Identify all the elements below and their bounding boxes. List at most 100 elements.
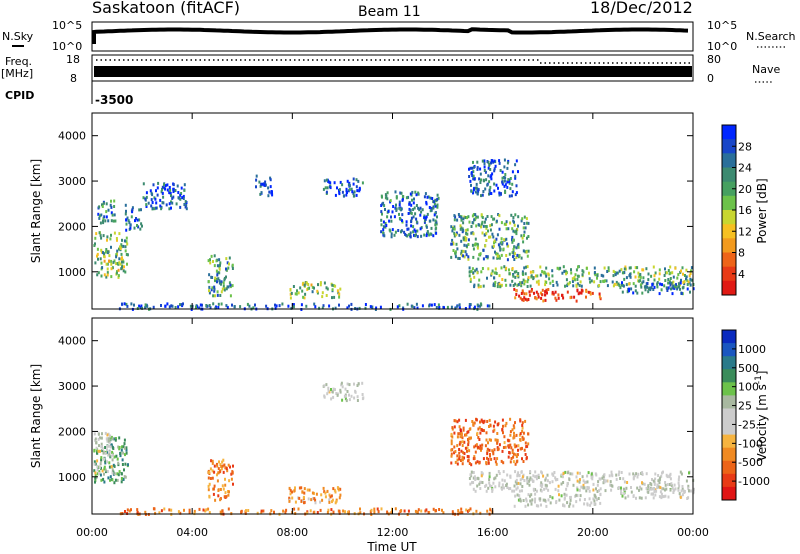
range-gate-cell	[634, 284, 637, 288]
range-gate-cell	[485, 178, 488, 182]
nave-label: Nave	[752, 63, 780, 76]
range-gate-cell	[640, 496, 643, 500]
range-gate-cell	[661, 471, 663, 475]
range-gate-cell	[245, 509, 247, 513]
range-gate-cell	[102, 477, 105, 481]
range-gate-cell	[599, 280, 602, 284]
range-gate-cell	[390, 511, 393, 515]
range-gate-cell	[481, 231, 484, 235]
range-gate-cell	[467, 440, 470, 444]
range-gate-cell	[96, 451, 99, 455]
range-gate-cell	[521, 236, 524, 240]
range-gate-cell	[530, 274, 533, 278]
range-gate-cell	[179, 193, 182, 197]
range-gate-cell	[361, 397, 364, 401]
range-gate-cell	[660, 492, 663, 496]
range-gate-cell	[561, 271, 564, 275]
range-gate-cell	[318, 306, 321, 310]
range-gate-cell	[105, 248, 108, 251]
range-gate-cell	[503, 222, 506, 226]
range-gate-cell	[616, 283, 619, 287]
range-gate-cell	[513, 431, 515, 435]
range-gate-cell	[108, 444, 111, 448]
range-gate-cell	[528, 290, 531, 294]
range-gate-cell	[628, 289, 630, 293]
range-gate-cell	[453, 445, 456, 449]
range-gate-cell	[297, 291, 300, 295]
range-gate-cell	[435, 231, 438, 235]
range-gate-cell	[530, 493, 533, 497]
range-gate-cell	[573, 276, 576, 279]
range-gate-cell	[209, 477, 212, 480]
range-gate-cell	[641, 281, 644, 285]
range-gate-cell	[97, 437, 100, 441]
range-gate-cell	[409, 208, 412, 212]
range-gate-cell	[598, 477, 601, 481]
range-gate-cell	[116, 478, 119, 482]
range-gate-cell	[260, 509, 263, 513]
range-gate-cell	[466, 232, 469, 236]
range-gate-cell	[334, 501, 337, 505]
range-gate-cell	[541, 288, 544, 292]
range-gate-cell	[540, 489, 543, 493]
range-gate-cell	[103, 215, 106, 219]
range-gate-cell	[460, 449, 463, 453]
range-gate-cell	[656, 282, 659, 286]
colorbar-band	[722, 473, 736, 488]
range-gate-cell	[597, 480, 600, 484]
range-gate-cell	[94, 242, 96, 246]
range-gate-cell	[451, 426, 454, 430]
range-gate-cell	[477, 477, 480, 481]
range-gate-cell	[507, 455, 510, 459]
range-gate-cell	[170, 508, 173, 512]
range-gate-cell	[213, 254, 216, 258]
range-gate-cell	[603, 473, 606, 477]
range-gate-cell	[575, 500, 578, 504]
range-gate-cell	[527, 503, 530, 507]
range-gate-cell	[589, 503, 592, 507]
range-gate-cell	[522, 278, 525, 282]
range-gate-cell	[651, 492, 654, 496]
x-tick-label: 12:00	[377, 526, 409, 539]
range-gate-cell	[123, 265, 125, 269]
range-gate-cell	[97, 271, 100, 275]
range-gate-cell	[136, 511, 139, 515]
range-gate-cell	[112, 260, 115, 264]
range-gate-cell	[513, 489, 516, 493]
range-gate-cell	[434, 204, 437, 208]
range-gate-cell	[453, 419, 456, 423]
range-gate-cell	[432, 206, 435, 210]
range-gate-cell	[123, 438, 126, 442]
range-gate-cell	[262, 509, 265, 513]
range-gate-cell	[432, 234, 435, 238]
range-gate-cell	[269, 178, 272, 182]
range-gate-cell	[462, 254, 465, 258]
range-gate-cell	[207, 507, 210, 511]
range-gate-cell	[110, 219, 113, 223]
range-gate-cell	[471, 267, 474, 271]
range-gate-cell	[503, 435, 506, 439]
range-gate-cell	[316, 291, 319, 295]
colorbar-band	[722, 460, 736, 475]
range-gate-cell	[615, 280, 618, 284]
range-gate-cell	[224, 477, 226, 481]
range-gate-cell	[430, 208, 433, 212]
range-gate-cell	[177, 196, 180, 200]
range-gate-cell	[161, 187, 163, 191]
range-gate-cell	[474, 461, 477, 465]
range-gate-cell	[634, 289, 637, 293]
range-gate-cell	[405, 233, 408, 237]
range-gate-cell	[147, 201, 150, 205]
range-gate-cell	[509, 433, 512, 437]
range-gate-cell	[171, 201, 174, 205]
range-gate-cell	[511, 240, 514, 244]
range-gate-cell	[228, 479, 231, 483]
range-gate-cell	[126, 262, 128, 266]
range-gate-cell	[377, 510, 380, 514]
range-gate-cell	[210, 288, 213, 292]
range-gate-cell	[468, 167, 470, 171]
range-gate-cell	[486, 255, 489, 259]
range-gate-cell	[554, 487, 557, 491]
range-gate-cell	[226, 305, 229, 309]
range-gate-cell	[103, 273, 106, 277]
